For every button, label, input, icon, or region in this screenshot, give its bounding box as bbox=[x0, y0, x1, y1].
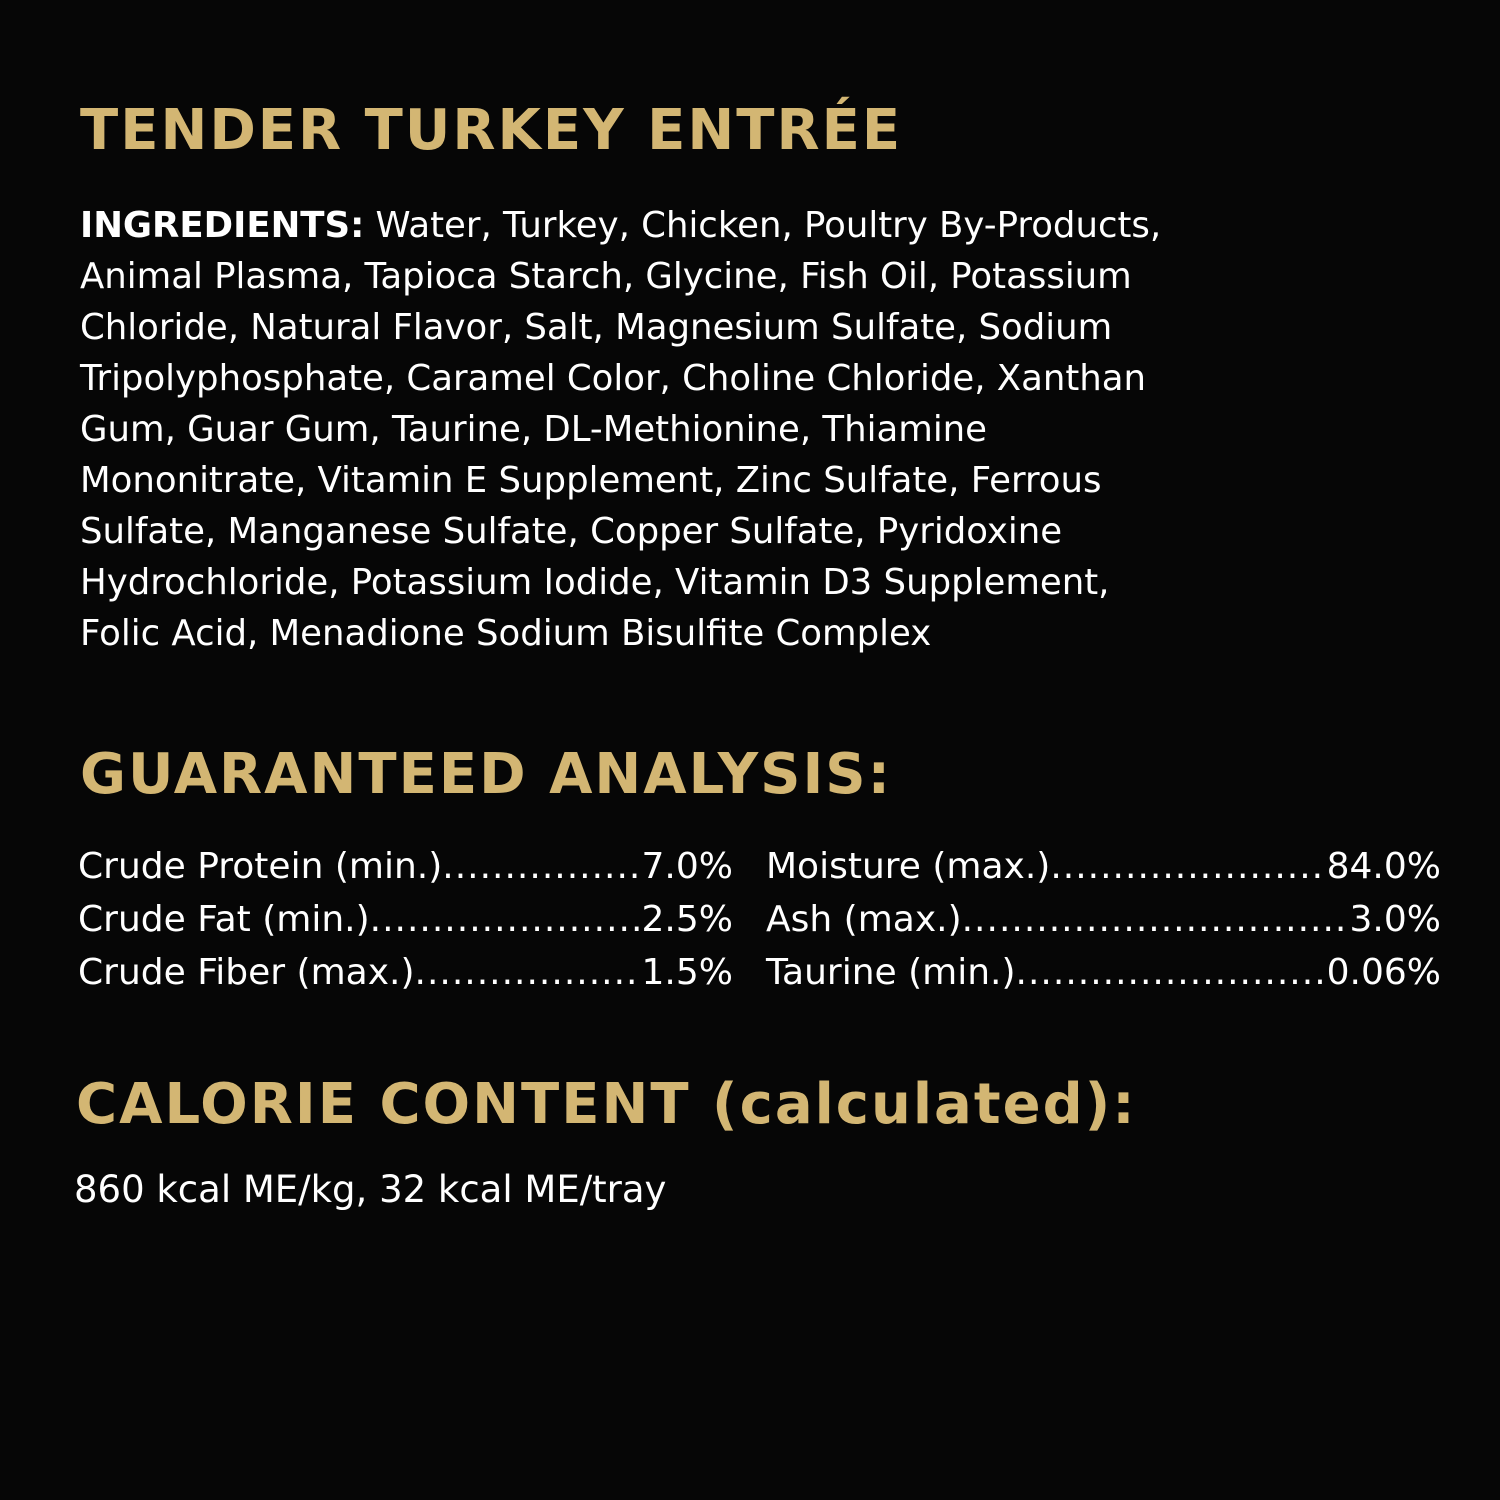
analysis-label: Crude Fiber (max.) bbox=[78, 952, 415, 993]
ingredients-line: Folic Acid, Menadione Sodium Bisulfite C… bbox=[80, 613, 932, 654]
ingredients-line: Sulfate, Manganese Sulfate, Copper Sulfa… bbox=[80, 511, 1063, 552]
analysis-row: Ash (max.) 3.0% bbox=[766, 893, 1441, 946]
ingredients-line: Tripolyphosphate, Caramel Color, Choline… bbox=[80, 358, 1147, 399]
ingredients-list: INGREDIENTS: Water, Turkey, Chicken, Pou… bbox=[80, 200, 1161, 659]
product-title: TENDER TURKEY ENTRÉE bbox=[80, 98, 903, 163]
leader-dots bbox=[415, 946, 642, 999]
analysis-value: 7.0% bbox=[641, 846, 733, 887]
leader-dots bbox=[1016, 946, 1327, 999]
analysis-row: Taurine (min.) 0.06% bbox=[766, 946, 1441, 999]
analysis-value: 84.0% bbox=[1326, 846, 1441, 887]
ingredients-line: Gum, Guar Gum, Taurine, DL-Methionine, T… bbox=[80, 409, 988, 450]
ingredients-line: Animal Plasma, Tapioca Starch, Glycine, … bbox=[80, 256, 1132, 297]
analysis-label: Crude Protein (min.) bbox=[78, 846, 443, 887]
ingredients-line: Mononitrate, Vitamin E Supplement, Zinc … bbox=[80, 460, 1102, 501]
analysis-value: 1.5% bbox=[641, 952, 733, 993]
analysis-row: Crude Fat (min.) 2.5% bbox=[78, 893, 733, 946]
analysis-column-right: Moisture (max.) 84.0% Ash (max.) 3.0% Taur… bbox=[766, 840, 1441, 999]
calorie-content-text: 860 kcal ME/kg, 32 kcal ME/tray bbox=[74, 1168, 667, 1211]
analysis-label: Taurine (min.) bbox=[766, 952, 1016, 993]
analysis-row: Crude Protein (min.) 7.0% bbox=[78, 840, 733, 893]
ingredients-label: INGREDIENTS: bbox=[80, 205, 365, 246]
leader-dots bbox=[962, 893, 1350, 946]
analysis-column-left: Crude Protein (min.) 7.0% Crude Fat (min.… bbox=[78, 840, 733, 999]
leader-dots bbox=[370, 893, 642, 946]
guaranteed-analysis-title: GUARANTEED ANALYSIS: bbox=[80, 742, 893, 807]
analysis-value: 3.0% bbox=[1349, 899, 1441, 940]
calorie-content-title: CALORIE CONTENT (calculated): bbox=[76, 1072, 1137, 1137]
ingredients-line: Chloride, Natural Flavor, Salt, Magnesiu… bbox=[80, 307, 1113, 348]
analysis-label: Crude Fat (min.) bbox=[78, 899, 370, 940]
ingredients-text: Water, Turkey, Chicken, Poultry By-Produ… bbox=[364, 205, 1162, 246]
leader-dots bbox=[442, 840, 641, 893]
leader-dots bbox=[1050, 840, 1326, 893]
analysis-value: 2.5% bbox=[641, 899, 733, 940]
analysis-row: Moisture (max.) 84.0% bbox=[766, 840, 1441, 893]
ingredients-line: INGREDIENTS: Water, Turkey, Chicken, Pou… bbox=[80, 200, 1161, 251]
analysis-label: Ash (max.) bbox=[766, 899, 962, 940]
analysis-row: Crude Fiber (max.) 1.5% bbox=[78, 946, 733, 999]
ingredients-line: Hydrochloride, Potassium Iodide, Vitamin… bbox=[80, 562, 1110, 603]
analysis-value: 0.06% bbox=[1326, 952, 1441, 993]
analysis-label: Moisture (max.) bbox=[766, 846, 1051, 887]
